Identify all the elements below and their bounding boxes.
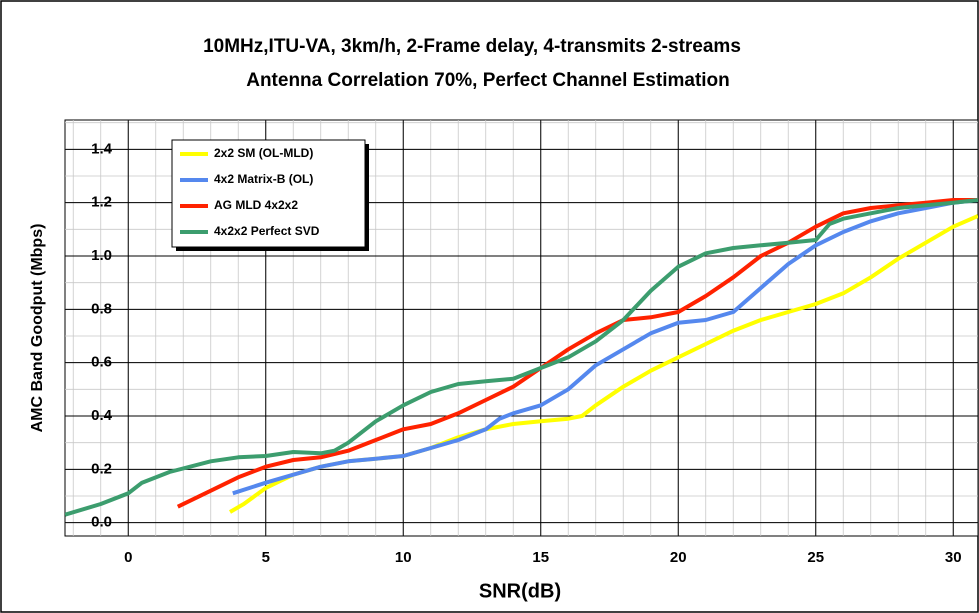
x-tick-label: 15 [532, 549, 549, 566]
y-tick-label: 1.4 [91, 140, 113, 157]
x-tick-label: 30 [945, 549, 962, 566]
y-tick-label: 1.2 [91, 194, 112, 211]
x-tick-label: 25 [807, 549, 824, 566]
x-tick-label: 5 [262, 549, 270, 566]
y-tick-label: 1.0 [91, 247, 112, 264]
legend-label: 4x2x2 Perfect SVD [214, 224, 320, 238]
legend-box [171, 139, 366, 248]
series-line [232, 198, 978, 496]
legend: 2x2 SM (OL-MLD) 4x2 Matrix-B (OL) AG MLD 4… [171, 139, 369, 251]
x-tick-label: 20 [670, 549, 687, 566]
y-tick-label: 0.0 [91, 514, 112, 531]
legend-label: 4x2 Matrix-B (OL) [214, 172, 313, 186]
x-axis-label: SNR(dB) [479, 580, 561, 602]
x-tick-label: 10 [395, 549, 412, 566]
x-tick-label: 0 [124, 549, 132, 566]
chart-title: 10MHz,ITU-VA, 3km/h, 2-Frame delay, 4-tr… [203, 36, 741, 57]
legend-label: AG MLD 4x2x2 [214, 198, 298, 212]
y-tick-label: 0.4 [91, 407, 113, 424]
chart-subtitle: Antenna Correlation 70%, Perfect Channel… [246, 70, 730, 91]
lines [65, 198, 978, 517]
series-line [65, 198, 978, 517]
series-line [176, 198, 978, 509]
y-tick-label: 0.8 [91, 300, 112, 317]
y-tick-label: 0.6 [91, 354, 112, 371]
y-axis-label: AMC Band Goodput (Mbps) [29, 224, 46, 433]
legend-label: 2x2 SM (OL-MLD) [214, 146, 313, 160]
y-tick-label: 0.2 [91, 460, 112, 477]
